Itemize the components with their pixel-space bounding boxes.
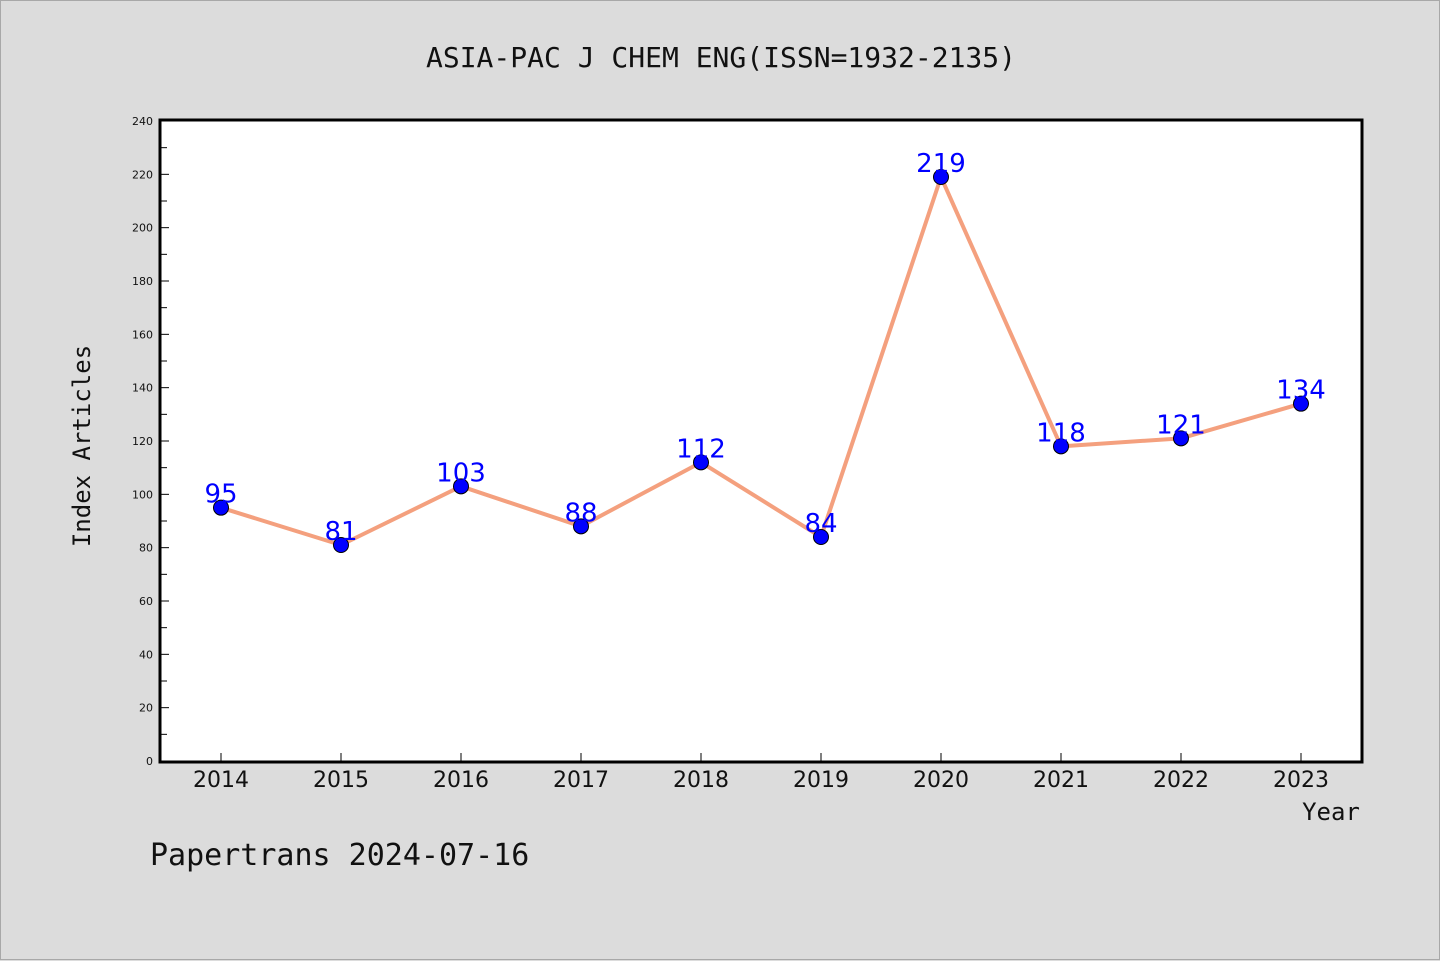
data-point <box>333 537 349 553</box>
data-point <box>573 518 589 535</box>
series-polyline <box>220 175 1302 547</box>
y-tick-label: 0 <box>146 755 153 768</box>
y-tick-label: 140 <box>132 382 153 395</box>
x-tick-label: 2022 <box>1153 768 1209 793</box>
y-tick-label: 20 <box>139 702 153 715</box>
data-label: 81 <box>324 517 357 547</box>
data-point <box>213 499 229 516</box>
x-tick-label: 2019 <box>793 768 849 793</box>
data-label: 84 <box>804 509 837 539</box>
y-tick-label: 80 <box>139 542 153 555</box>
y-tick-label: 60 <box>139 595 153 608</box>
y-tick-label: 220 <box>132 168 153 181</box>
data-label: 134 <box>1276 376 1326 406</box>
data-point <box>1053 438 1069 455</box>
data-label: 219 <box>916 149 966 179</box>
data-label: 112 <box>676 434 726 464</box>
y-tick-label: 240 <box>132 115 153 128</box>
x-tick-label: 2023 <box>1273 768 1329 793</box>
data-label: 103 <box>436 458 486 488</box>
data-point <box>933 169 949 185</box>
x-tick-label: 2014 <box>193 768 249 793</box>
x-axis-title: Year <box>1302 798 1360 826</box>
y-tick-label: 120 <box>132 435 153 448</box>
footer-text: Papertrans 2024-07-16 <box>150 838 529 873</box>
data-point <box>1173 430 1189 447</box>
x-tick-label: 2016 <box>433 768 489 793</box>
data-point <box>693 454 709 471</box>
data-label: 88 <box>564 498 597 528</box>
series-line: 95 81 103 88 112 84 219 118 121 134 <box>204 149 1326 553</box>
y-axis: 0 20 40 60 80 100 120 140 160 180 200 220 240 <box>132 115 169 768</box>
x-axis: 2014 2015 2016 2017 2018 2019 2020 2021 2022 2023 <box>193 753 1329 793</box>
data-label: 95 <box>204 480 237 510</box>
x-tick-label: 2021 <box>1033 768 1089 793</box>
data-label: 118 <box>1036 418 1086 448</box>
y-tick-label: 180 <box>132 275 153 288</box>
x-tick-label: 2017 <box>553 768 609 793</box>
data-point <box>453 478 469 495</box>
data-point <box>1293 395 1309 412</box>
x-tick-label: 2018 <box>673 768 729 793</box>
chart-title: ASIA-PAC J CHEM ENG(ISSN=1932-2135) <box>426 41 1016 74</box>
y-tick-label: 200 <box>132 222 153 235</box>
y-axis-title: Index Articles <box>68 345 96 547</box>
y-tick-label: 40 <box>139 648 153 661</box>
data-point <box>813 529 829 545</box>
y-tick-label: 160 <box>132 328 153 341</box>
y-tick-label: 100 <box>132 488 153 501</box>
x-tick-label: 2020 <box>913 768 969 793</box>
x-tick-label: 2015 <box>313 768 369 793</box>
data-label: 121 <box>1156 410 1206 440</box>
